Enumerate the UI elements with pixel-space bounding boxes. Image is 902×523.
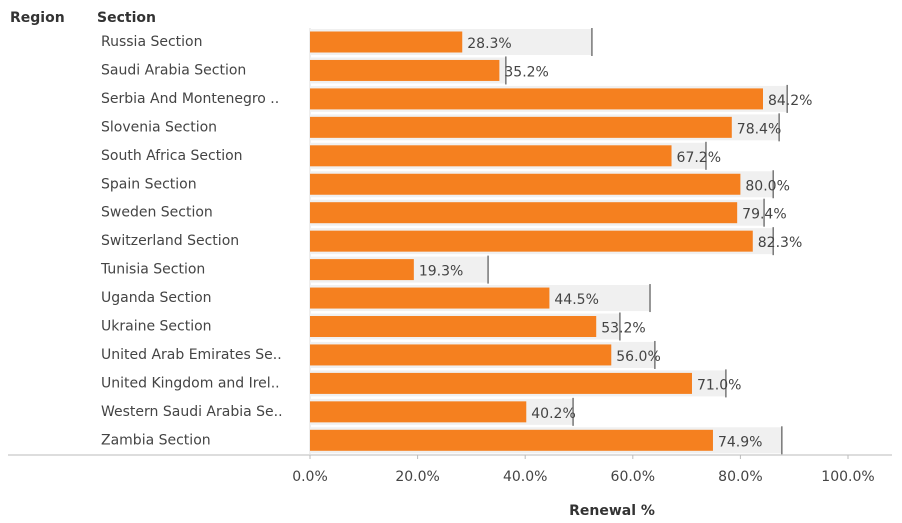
x-tick-label: 60.0% [611, 469, 655, 485]
category-label: Sweden Section [101, 205, 213, 221]
x-tick-label: 100.0% [821, 469, 874, 485]
value-label: 67.2% [677, 150, 721, 166]
bar [310, 31, 463, 53]
category-label: South Africa Section [101, 148, 243, 164]
category-label: Switzerland Section [101, 233, 239, 249]
bar [310, 173, 741, 195]
bar [310, 316, 597, 337]
category-label: United Kingdom and Irel.. [101, 375, 280, 391]
value-label: 19.3% [419, 264, 463, 280]
value-label: 53.2% [601, 321, 645, 337]
value-label: 82.3% [758, 235, 802, 251]
bar [310, 429, 713, 451]
x-tick-label: 20.0% [395, 469, 439, 485]
bar [310, 287, 550, 309]
x-tick-label: 80.0% [718, 469, 762, 485]
value-label: 80.0% [745, 178, 789, 194]
value-label: 79.4% [742, 207, 786, 223]
bar [310, 372, 692, 394]
bar [310, 59, 500, 81]
bar [310, 202, 738, 224]
category-label: United Arab Emirates Se.. [101, 347, 282, 363]
category-label: Ukraine Section [101, 319, 212, 335]
value-label: 28.3% [467, 36, 511, 52]
value-label: 35.2% [504, 64, 548, 80]
x-axis-title: Renewal % [569, 503, 655, 519]
bar [310, 230, 753, 252]
bar [310, 259, 414, 281]
value-label: 84.2% [768, 93, 812, 109]
category-label: Western Saudi Arabia Se.. [101, 404, 283, 420]
bar [310, 145, 672, 167]
bar [310, 401, 527, 423]
value-label: 56.0% [616, 349, 660, 365]
column-header: Region [10, 10, 65, 26]
value-label: 78.4% [737, 121, 781, 137]
category-label: Russia Section [101, 34, 203, 50]
column-header: Section [97, 10, 156, 26]
category-label: Slovenia Section [101, 119, 217, 135]
value-label: 71.0% [697, 377, 741, 393]
category-label: Tunisia Section [100, 262, 205, 278]
value-label: 40.2% [531, 406, 575, 422]
bar [310, 116, 732, 138]
category-label: Serbia And Montenegro .. [101, 91, 279, 107]
bar [310, 344, 612, 366]
x-tick-label: 0.0% [292, 469, 328, 485]
value-label: 44.5% [554, 292, 598, 308]
value-label: 74.9% [718, 434, 762, 450]
category-label: Zambia Section [101, 432, 211, 448]
category-label: Spain Section [101, 176, 197, 192]
x-tick-label: 40.0% [503, 469, 547, 485]
category-label: Saudi Arabia Section [101, 62, 246, 78]
bar [310, 88, 763, 110]
category-label: Uganda Section [101, 290, 212, 306]
